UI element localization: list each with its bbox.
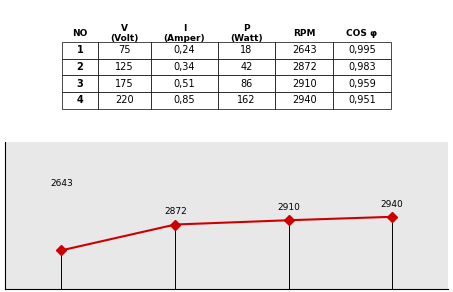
Text: 2872: 2872: [164, 207, 187, 216]
Text: 2940: 2940: [380, 199, 403, 208]
Text: 2643: 2643: [50, 179, 73, 188]
Text: 2910: 2910: [278, 203, 300, 212]
